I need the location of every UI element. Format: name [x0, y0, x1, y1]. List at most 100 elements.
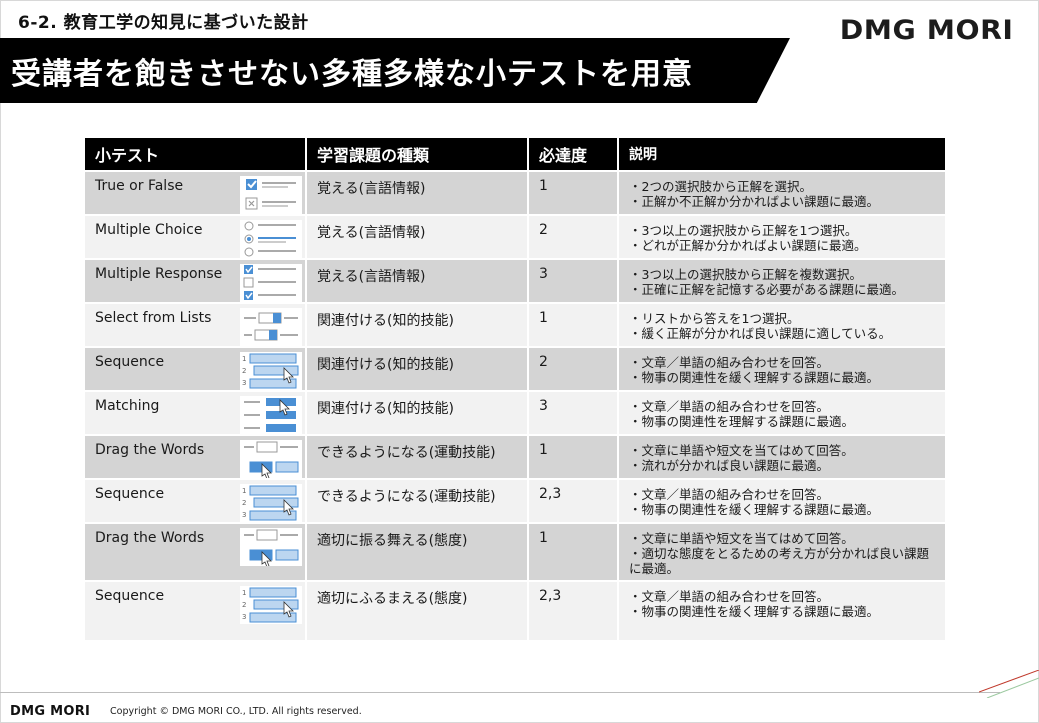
quiz-type-name: Multiple Response [95, 266, 223, 282]
svg-text:2: 2 [242, 499, 246, 507]
column-header-task-type: 学習課題の種類 [307, 138, 529, 170]
description-line: ・どれが正解か分かればよい課題に最適。 [629, 238, 867, 253]
quiz-type-cell: Sequence 1 2 3 [85, 478, 307, 522]
quiz-type-cell: Multiple Choice [85, 214, 307, 258]
description-line: ・物事の関連性を緩く理解する課題に最適。 [629, 604, 880, 619]
table-row: Matching 関連付ける(知的技能) 3 ・文章／単語の組み合わせを回答。 ・物事の… [85, 390, 945, 434]
description-line: ・流れが分かれば良い課題に最適。 [629, 458, 830, 473]
quiz-type-cell: True or False [85, 170, 307, 214]
description-line: ・物事の関連性を緩く理解する課題に最適。 [629, 370, 880, 385]
description-line: ・文章／単語の組み合わせを回答。 [629, 487, 830, 502]
column-header-description: 説明 [619, 138, 945, 170]
description-cell: ・3つ以上の選択肢から正解を複数選択。 ・正確に正解を記憶する必要がある課題に最適… [619, 258, 945, 302]
quiz-type-name: Sequence [95, 486, 165, 502]
task-type-cell: 関連付ける(知的技能) [307, 302, 529, 346]
svg-text:3: 3 [242, 379, 246, 387]
svg-text:1: 1 [242, 487, 246, 495]
quiz-type-name: Sequence [95, 354, 165, 370]
quiz-type-cell: Matching [85, 390, 307, 434]
task-type-cell: 適切に振る舞える(態度) [307, 522, 529, 580]
description-line: ・適切な態度をとるための考え方が分かれば良い課題に最適。 [629, 546, 930, 576]
description-cell: ・2つの選択肢から正解を選択。 ・正解か不正解か分かればよい課題に最適。 [619, 170, 945, 214]
quiz-table: 小テスト 学習課題の種類 必達度 説明 True or False 覚える(言語情… [85, 138, 945, 640]
task-type-cell: 関連付ける(知的技能) [307, 390, 529, 434]
level-cell: 1 [529, 302, 619, 346]
level-cell: 2 [529, 214, 619, 258]
svg-text:2: 2 [242, 601, 246, 609]
task-type-cell: 覚える(言語情報) [307, 258, 529, 302]
footer-logo: DMG MORI [10, 704, 91, 719]
description-line: ・文章／単語の組み合わせを回答。 [629, 589, 830, 604]
brand-logo: DMG MORI [839, 15, 1013, 46]
task-type-cell: 覚える(言語情報) [307, 170, 529, 214]
description-line: ・物事の関連性を理解する課題に最適。 [629, 414, 855, 429]
task-type-cell: できるようになる(運動技能) [307, 478, 529, 522]
drag-words-icon [240, 528, 302, 566]
description-line: ・文章に単語や短文を当てはめて回答。 [629, 531, 854, 546]
svg-text:2: 2 [242, 367, 246, 375]
level-cell: 1 [529, 522, 619, 580]
level-cell: 1 [529, 434, 619, 478]
task-type-cell: 関連付ける(知的技能) [307, 346, 529, 390]
table-row: Drag the Words できるようになる(運動技能) 1 ・文章に単語や短文を当… [85, 434, 945, 478]
table-row: Sequence 1 2 3 できるようになる(運動技能) 2,3 ・文章／単語の組み合わせ… [85, 478, 945, 522]
description-line: ・3つ以上の選択肢から正解を複数選択。 [629, 267, 862, 282]
quiz-type-name: True or False [95, 178, 184, 194]
sequence-icon: 1 2 3 [240, 484, 302, 522]
level-cell: 2 [529, 346, 619, 390]
quiz-type-cell: Drag the Words [85, 434, 307, 478]
quiz-type-cell: Drag the Words [85, 522, 307, 580]
description-cell: ・文章／単語の組み合わせを回答。 ・物事の関連性を緩く理解する課題に最適。 [619, 478, 945, 522]
multiple-response-icon [240, 264, 302, 302]
multiple-choice-icon [240, 220, 302, 258]
description-cell: ・文章／単語の組み合わせを回答。 ・物事の関連性を緩く理解する課題に最適。 [619, 580, 945, 640]
table-row: Sequence 1 2 3 適切にふるまえる(態度) 2,3 ・文章／単語の組み合わせを回… [85, 580, 945, 640]
level-cell: 2,3 [529, 478, 619, 522]
quiz-type-cell: Sequence 1 2 3 [85, 346, 307, 390]
task-type-cell: 覚える(言語情報) [307, 214, 529, 258]
table-row: Sequence 1 2 3 関連付ける(知的技能) 2 ・文章／単語の組み合わせを回答。・… [85, 346, 945, 390]
svg-text:1: 1 [242, 589, 246, 597]
quiz-type-name: Multiple Choice [95, 222, 203, 238]
task-type-cell: できるようになる(運動技能) [307, 434, 529, 478]
description-line: ・緩く正解が分かれば良い課題に適している。 [629, 326, 892, 341]
description-cell: ・リストから答えを1つ選択。 ・緩く正解が分かれば良い課題に適している。 [619, 302, 945, 346]
quiz-type-name: Select from Lists [95, 310, 212, 326]
quiz-type-name: Drag the Words [95, 442, 205, 458]
description-line: ・物事の関連性を緩く理解する課題に最適。 [629, 502, 880, 517]
true-false-icon [240, 176, 302, 214]
level-cell: 2,3 [529, 580, 619, 640]
svg-text:3: 3 [242, 613, 246, 621]
quiz-type-cell: Sequence 1 2 3 [85, 580, 307, 640]
sequence-icon: 1 2 3 [240, 352, 302, 390]
description-line: ・文章／単語の組み合わせを回答。 [629, 355, 830, 370]
description-line: ・リストから答えを1つ選択。 [629, 311, 800, 326]
description-line: ・文章／単語の組み合わせを回答。 [629, 399, 830, 414]
description-cell: ・文章に単語や短文を当てはめて回答。 ・流れが分かれば良い課題に最適。 [619, 434, 945, 478]
table-row: True or False 覚える(言語情報) 1 ・2つの選択肢から正解を選択。 ・正… [85, 170, 945, 214]
description-line: ・3つ以上の選択肢から正解を1つ選択。 [629, 223, 858, 238]
description-cell: ・3つ以上の選択肢から正解を1つ選択。 ・どれが正解か分かればよい課題に最適。 [619, 214, 945, 258]
table-row: Multiple Response 覚える(言語情報) 3 ・3つ以上の選択肢から正解… [85, 258, 945, 302]
task-type-cell: 適切にふるまえる(態度) [307, 580, 529, 640]
drag-words-icon [240, 440, 302, 478]
title-band: 受講者を飽きさせない多種多様な小テストを用意 [0, 38, 790, 103]
footer-accent-lines [979, 670, 1039, 698]
svg-text:3: 3 [242, 511, 246, 519]
quiz-type-name: Matching [95, 398, 160, 414]
description-cell: ・文章に単語や短文を当てはめて回答。 ・適切な態度をとるための考え方が分かれば良い… [619, 522, 945, 580]
svg-text:1: 1 [242, 355, 246, 363]
table-row: Multiple Choice 覚える(言語情報) 2 ・3つ以上の選択肢から正解を1… [85, 214, 945, 258]
description-line: ・正解か不正解か分かればよい課題に最適。 [629, 194, 880, 209]
description-line: ・文章に単語や短文を当てはめて回答。 [629, 443, 854, 458]
level-cell: 1 [529, 170, 619, 214]
quiz-type-cell: Multiple Response [85, 258, 307, 302]
description-cell: ・文章／単語の組み合わせを回答。 ・物事の関連性を理解する課題に最適。 [619, 390, 945, 434]
column-header-quiz: 小テスト [85, 138, 307, 170]
description-line: ・2つの選択肢から正解を選択。 [629, 179, 812, 194]
description-line: ・正確に正解を記憶する必要がある課題に最適。 [629, 282, 905, 297]
footer-copyright: Copyright © DMG MORI CO., LTD. All right… [110, 706, 362, 717]
page-title: 受講者を飽きさせない多種多様な小テストを用意 [11, 57, 693, 92]
table-body: True or False 覚える(言語情報) 1 ・2つの選択肢から正解を選択。 ・正… [85, 170, 945, 640]
section-label: 6-2. 教育工学の知見に基づいた設計 [18, 13, 309, 33]
